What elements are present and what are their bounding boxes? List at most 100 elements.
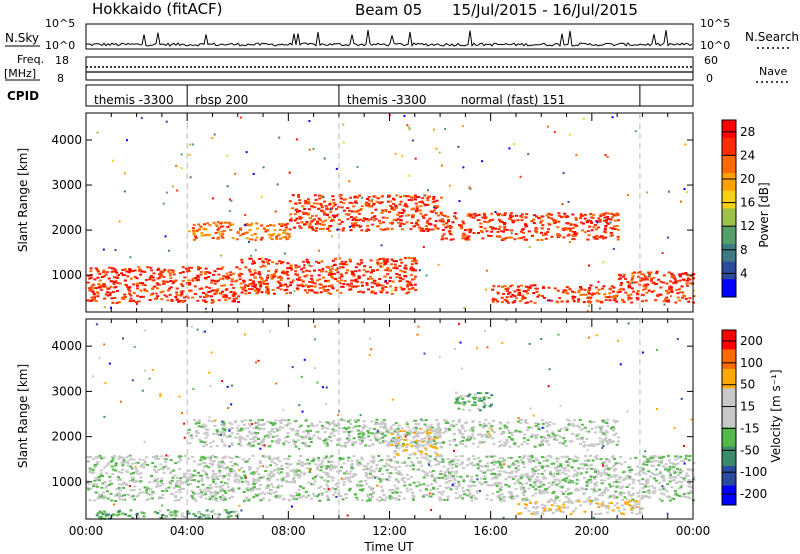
echo-cell [410,263,414,266]
echo-speck [367,219,370,222]
echo-cell [641,471,645,474]
echo-cell [382,260,386,263]
echo-cell [379,291,383,294]
echo-cell [146,487,150,490]
echo-cell [593,477,597,480]
echo-cell [231,237,235,239]
echo-cell [196,432,200,435]
echo-cell [251,489,255,492]
echo-cell [142,295,145,298]
echo-cell [680,285,684,288]
echo-cell [557,235,561,238]
echo-cell [338,277,341,280]
echo-cell [261,441,265,444]
echo-cell [469,480,473,483]
echo-cell [629,466,633,469]
echo-cell [264,291,268,294]
echo-cell [469,485,473,488]
echo-cell [461,427,465,430]
echo-cell [237,443,241,446]
echo-cell [478,424,482,427]
echo-speck [408,174,411,177]
echo-cell [388,476,392,479]
echo-cell [286,273,290,276]
echo-cell [247,498,251,501]
echo-cell [354,221,358,224]
echo-cell [369,487,373,490]
echo-cell [554,499,558,502]
echo-cell [436,227,440,230]
echo-speck [358,225,361,228]
echo-cell [369,266,372,269]
echo-cell [641,487,645,489]
echo-cell [230,423,234,426]
echo-cell [432,197,435,200]
echo-cell [658,455,662,458]
echo-cell [444,478,448,481]
echo-cell [357,269,361,272]
echo-speck [348,180,351,183]
echo-cell [483,440,487,443]
echo-cell [666,292,670,295]
echo-cell [322,457,326,460]
echo-cell [612,286,616,289]
echo-cell [233,421,237,424]
echo-cell [510,284,514,287]
echo-cell [246,486,250,489]
echo-cell [508,291,512,294]
echo-cell [646,478,650,481]
echo-cell [612,214,616,217]
echo-cell [323,479,327,482]
echo-cell [222,432,225,435]
echo-cell [224,221,227,224]
echo-cell [283,289,287,292]
echo-cell [284,226,288,229]
echo-cell [577,437,581,440]
echo-cell [203,276,207,279]
echo-cell [138,282,142,285]
echo-cell [537,294,541,296]
echo-cell [331,287,335,290]
echo-cell [221,484,225,487]
echo-cell [644,479,648,482]
echo-cell [533,483,537,486]
echo-cell [249,489,253,492]
echo-cell [206,428,210,431]
echo-cell [687,492,691,495]
echo-cell [400,473,404,476]
echo-cell [501,237,505,240]
echo-cell [96,479,99,481]
echo-cell [280,277,284,279]
echo-cell [214,483,218,486]
echo-cell [547,228,550,231]
echo-cell [280,485,284,488]
echo-cell [478,481,482,484]
echo-cell [240,261,244,264]
echo-cell [209,456,213,459]
echo-cell [497,214,500,217]
echo-cell [245,237,249,240]
echo-cell [237,436,241,439]
echo-cell [122,486,125,489]
echo-cell [643,460,646,463]
echo-cell [138,268,142,271]
echo-cell [403,271,407,274]
echo-cell [218,475,222,478]
echo-cell [488,436,492,438]
echo-cell [567,233,571,236]
echo-cell [173,495,177,498]
echo-cell [573,419,576,422]
echo-cell [534,466,538,468]
echo-cell [602,213,606,216]
echo-cell [245,460,249,463]
echo-cell [223,284,227,287]
echo-cell [215,456,219,459]
echo-cell [275,235,279,238]
echo-cell [287,481,291,484]
echo-cell [531,434,535,436]
echo-cell [667,271,671,274]
echo-cell [421,470,425,472]
echo-cell [414,202,418,205]
echo-cell [111,456,114,459]
echo-cell [297,195,301,198]
